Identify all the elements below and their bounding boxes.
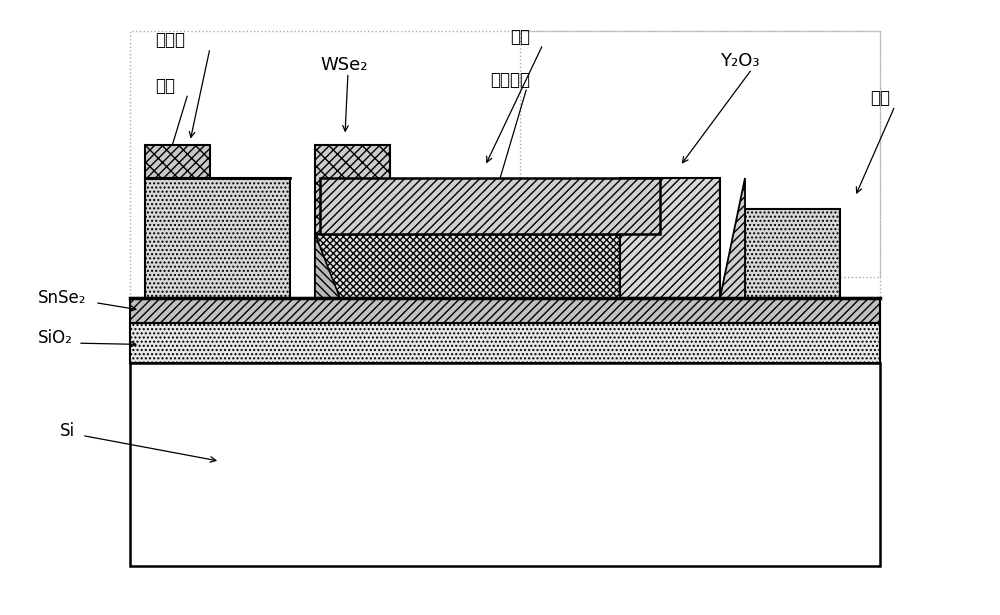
Text: SnSe₂: SnSe₂ bbox=[38, 289, 87, 308]
Bar bbox=[130, 323, 880, 363]
Bar bbox=[315, 145, 390, 234]
Text: Si: Si bbox=[60, 421, 75, 440]
Bar bbox=[620, 178, 720, 298]
Bar bbox=[145, 178, 290, 298]
Text: 隔离层: 隔离层 bbox=[155, 31, 185, 49]
Bar bbox=[520, 31, 880, 277]
Text: Y₂O₃: Y₂O₃ bbox=[720, 52, 760, 71]
Text: 削极: 削极 bbox=[510, 28, 530, 46]
Bar bbox=[315, 234, 695, 298]
Polygon shape bbox=[720, 178, 745, 298]
Text: 漏极: 漏极 bbox=[870, 89, 890, 108]
Text: 削介质层: 削介质层 bbox=[490, 71, 530, 89]
Bar bbox=[320, 178, 660, 234]
Bar bbox=[130, 363, 880, 566]
Polygon shape bbox=[315, 234, 340, 298]
Bar bbox=[130, 31, 880, 566]
Bar bbox=[145, 145, 210, 178]
Text: 源极: 源极 bbox=[155, 77, 175, 95]
Text: SiO₂: SiO₂ bbox=[38, 329, 73, 347]
Bar bbox=[745, 209, 840, 298]
Text: WSe₂: WSe₂ bbox=[320, 55, 368, 74]
Bar bbox=[130, 298, 880, 323]
